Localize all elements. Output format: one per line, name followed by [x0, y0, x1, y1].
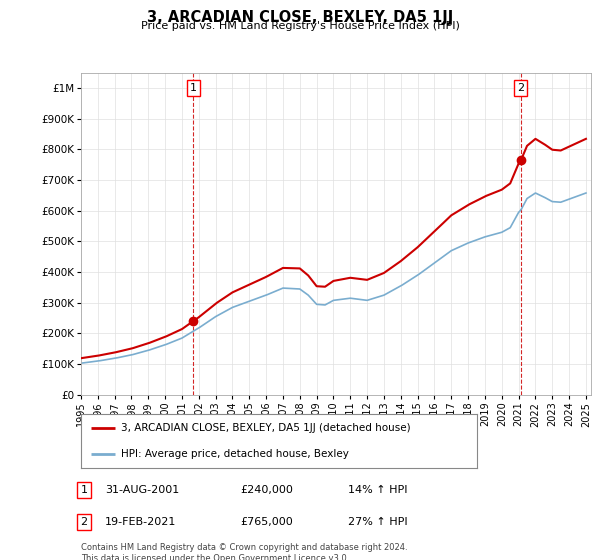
Text: 14% ↑ HPI: 14% ↑ HPI — [348, 485, 407, 495]
Text: 3, ARCADIAN CLOSE, BEXLEY, DA5 1JJ: 3, ARCADIAN CLOSE, BEXLEY, DA5 1JJ — [147, 10, 453, 25]
Text: 31-AUG-2001: 31-AUG-2001 — [105, 485, 179, 495]
Text: Contains HM Land Registry data © Crown copyright and database right 2024.
This d: Contains HM Land Registry data © Crown c… — [81, 543, 407, 560]
Text: £240,000: £240,000 — [240, 485, 293, 495]
Text: 27% ↑ HPI: 27% ↑ HPI — [348, 517, 407, 527]
Text: 3, ARCADIAN CLOSE, BEXLEY, DA5 1JJ (detached house): 3, ARCADIAN CLOSE, BEXLEY, DA5 1JJ (deta… — [121, 423, 410, 433]
Text: £765,000: £765,000 — [240, 517, 293, 527]
Text: 1: 1 — [190, 83, 197, 93]
Text: 19-FEB-2021: 19-FEB-2021 — [105, 517, 176, 527]
Text: 2: 2 — [80, 517, 88, 527]
Text: 1: 1 — [80, 485, 88, 495]
Text: 2: 2 — [517, 83, 524, 93]
Text: HPI: Average price, detached house, Bexley: HPI: Average price, detached house, Bexl… — [121, 449, 349, 459]
Text: Price paid vs. HM Land Registry's House Price Index (HPI): Price paid vs. HM Land Registry's House … — [140, 21, 460, 31]
